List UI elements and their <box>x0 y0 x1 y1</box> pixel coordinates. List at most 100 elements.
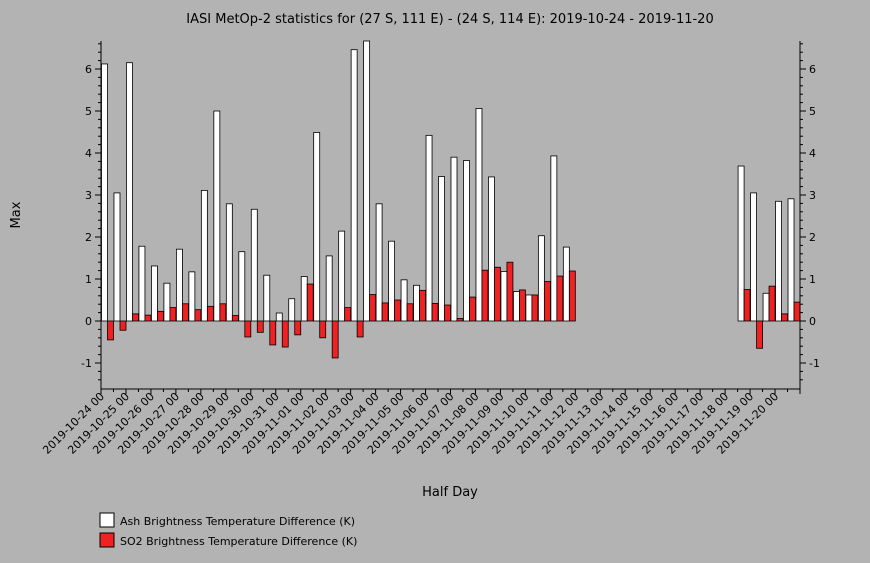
ash-bar <box>126 62 133 322</box>
so2-bar <box>144 314 152 322</box>
y-tick-label-right: 2 <box>809 231 816 244</box>
so2-bar <box>781 313 788 322</box>
y-tick-label-left: 1 <box>85 273 92 286</box>
bars <box>101 40 801 359</box>
so2-bar <box>269 320 277 346</box>
so2-bar <box>456 318 464 322</box>
ash-bar <box>350 49 358 322</box>
so2-bar <box>743 289 751 322</box>
so2-bar <box>519 289 526 322</box>
y-tick-label-right: 3 <box>809 189 816 202</box>
y-tick-label-left: 0 <box>85 315 92 328</box>
y-tick-label-left: 2 <box>85 231 92 244</box>
ash-bar <box>188 271 196 322</box>
ash-bar <box>388 240 395 322</box>
ash-bar <box>175 248 183 322</box>
ash-bar <box>562 246 570 322</box>
y-tick-label-left: 3 <box>85 189 92 202</box>
legend-label-so2: SO2 Brightness Temperature Difference (K… <box>120 535 357 548</box>
ash-bar <box>500 271 508 322</box>
ash-bar <box>475 108 483 322</box>
ash-bar <box>450 156 458 322</box>
so2-bar <box>431 302 439 322</box>
so2-bar <box>219 303 227 322</box>
so2-bar <box>419 289 426 322</box>
y-tick-label-right: 0 <box>809 315 816 328</box>
so2-bar <box>244 320 252 338</box>
so2-bar <box>394 299 401 322</box>
y-tick-label-right: 1 <box>809 273 816 286</box>
ash-bar <box>425 134 433 322</box>
ash-bar <box>737 165 745 322</box>
ash-bar <box>338 230 346 322</box>
ash-bar <box>250 208 258 322</box>
so2-bar <box>344 307 352 322</box>
so2-bar <box>256 320 264 333</box>
so2-bar <box>406 303 414 322</box>
so2-bar <box>506 261 514 322</box>
so2-bar <box>543 281 551 322</box>
ash-bar <box>138 245 146 322</box>
ash-bar <box>787 198 795 322</box>
y-tick-label-right: 4 <box>809 147 816 160</box>
so2-bar <box>107 320 114 341</box>
so2-bar <box>481 269 489 322</box>
ash-bar <box>300 276 308 322</box>
ash-bar <box>525 294 533 322</box>
so2-bar <box>444 304 451 322</box>
y-tick-label-left: 4 <box>85 147 92 160</box>
legend-swatch-so2 <box>99 532 115 548</box>
so2-bar <box>157 310 164 322</box>
ash-bar <box>213 110 221 322</box>
y-tick-label-left: 6 <box>85 63 92 76</box>
ash-bar <box>438 176 445 322</box>
ash-bar <box>762 292 770 322</box>
y-tick-label-right: -1 <box>809 357 820 370</box>
legend-swatch-ash <box>99 512 115 528</box>
plot-area: -1 -1 0 0 1 1 2 2 3 3 4 4 5 5 6 6 2019-10-24 002019-10-… <box>40 40 820 457</box>
so2-bar <box>319 320 327 339</box>
legend: Ash Brightness Temperature Difference (K… <box>99 512 357 548</box>
so2-bar <box>206 305 214 322</box>
legend-label-ash: Ash Brightness Temperature Difference (K… <box>120 515 355 528</box>
ash-bar <box>113 192 121 322</box>
so2-bar <box>119 320 127 331</box>
so2-bar <box>756 320 763 349</box>
so2-bar <box>306 283 314 322</box>
y-tick-label-right: 5 <box>809 105 816 118</box>
chart-title: IASI MetOp-2 statistics for (27 S, 111 E… <box>186 12 713 27</box>
so2-bar <box>132 313 139 322</box>
ash-bar <box>513 291 520 322</box>
x-axis-label: Half Day <box>422 485 478 500</box>
ash-bar <box>750 192 757 322</box>
so2-bar <box>369 294 377 322</box>
so2-bar <box>494 266 501 322</box>
so2-bar <box>768 285 776 322</box>
y-tick-label-left: -1 <box>81 357 92 370</box>
ash-bar <box>163 282 171 322</box>
so2-bar <box>469 296 476 322</box>
ash-bar <box>375 203 383 322</box>
ash-bar <box>537 235 545 322</box>
ash-bar <box>200 189 208 322</box>
so2-bar <box>356 320 364 338</box>
so2-bar <box>169 307 177 322</box>
ash-bar <box>238 251 246 322</box>
so2-bar <box>181 303 189 322</box>
so2-bar <box>793 301 801 322</box>
so2-bar <box>294 320 302 336</box>
ash-bar <box>225 203 233 322</box>
ash-bar <box>151 265 158 322</box>
so2-bar <box>331 320 339 359</box>
so2-bar <box>194 309 202 322</box>
ash-bar <box>413 284 420 322</box>
ash-bar <box>275 312 283 322</box>
ash-bar <box>263 274 271 322</box>
so2-bar <box>531 294 539 322</box>
ash-bar <box>775 200 782 322</box>
ash-bar <box>313 132 321 322</box>
ash-bar <box>325 255 333 322</box>
y-tick-label-left: 5 <box>85 105 92 118</box>
